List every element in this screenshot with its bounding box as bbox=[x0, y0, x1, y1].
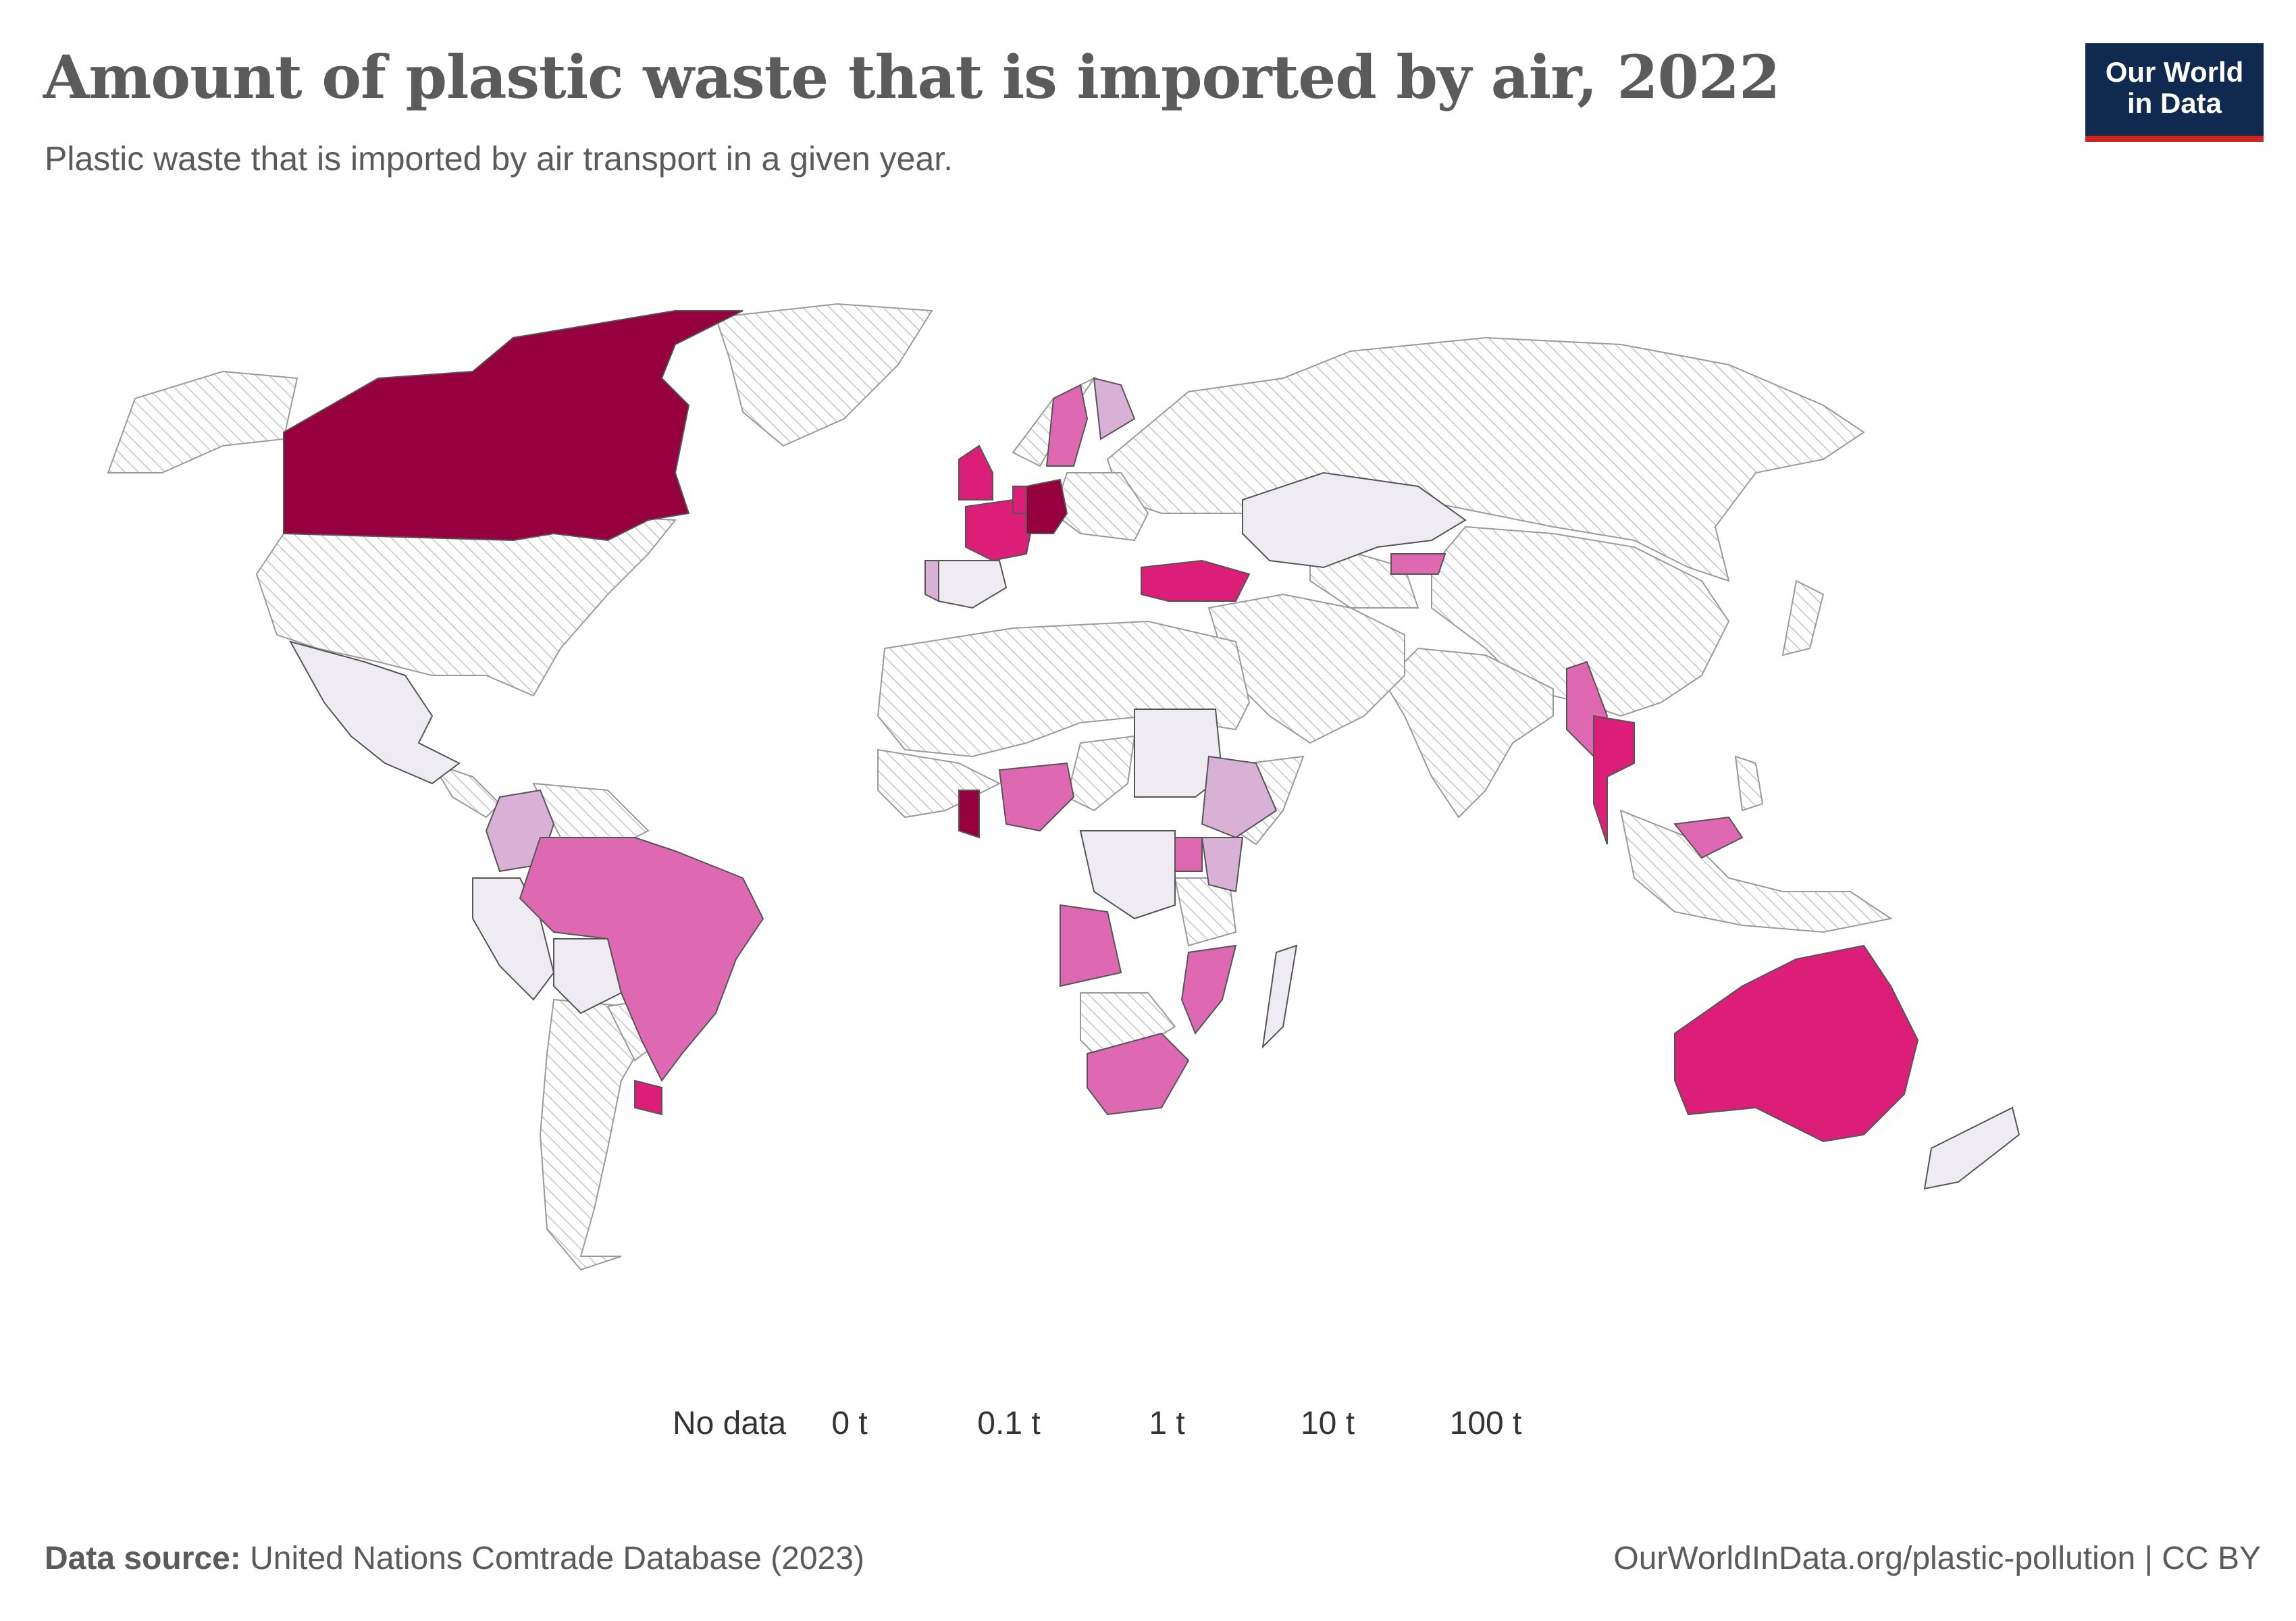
country-australia[interactable] bbox=[1674, 944, 1919, 1143]
country-canada[interactable] bbox=[283, 310, 743, 542]
country-malaysia[interactable] bbox=[1673, 816, 1744, 859]
owid-logo[interactable]: Our World in Data bbox=[2085, 43, 2264, 142]
logo-line-1: Our World bbox=[2105, 56, 2244, 88]
country-sweden[interactable] bbox=[1045, 384, 1089, 467]
country-alaska[interactable] bbox=[107, 370, 298, 473]
country-brazil[interactable] bbox=[519, 837, 764, 1082]
data-source: Data source: United Nations Comtrade Dat… bbox=[45, 1540, 864, 1577]
country-newzealand[interactable] bbox=[1923, 1106, 2020, 1190]
country-mexico[interactable] bbox=[288, 640, 461, 785]
legend-label-4: 100 t bbox=[1449, 1406, 1522, 1441]
country-mozambique[interactable] bbox=[1180, 944, 1237, 1035]
country-ghana[interactable] bbox=[958, 790, 980, 839]
country-nigeria[interactable] bbox=[998, 762, 1075, 832]
logo-line-2: in Data bbox=[2127, 87, 2222, 119]
legend-label-1: 0.1 t bbox=[977, 1406, 1041, 1441]
no-data-regions bbox=[107, 303, 1893, 1271]
country-central-america[interactable] bbox=[430, 762, 501, 819]
country-uganda[interactable] bbox=[1174, 837, 1203, 872]
legend-label-no-data: No data bbox=[672, 1406, 787, 1441]
country-uruguay[interactable] bbox=[634, 1079, 662, 1116]
country-finland[interactable] bbox=[1093, 377, 1136, 440]
country-portugal[interactable] bbox=[924, 560, 939, 602]
country-thailand[interactable] bbox=[1593, 715, 1635, 845]
country-drcongo[interactable] bbox=[1079, 830, 1176, 920]
chart-title: Amount of plastic waste that is imported… bbox=[43, 42, 1780, 112]
country-philippines[interactable] bbox=[1734, 755, 1764, 812]
country-southafrica[interactable] bbox=[1087, 1032, 1190, 1116]
country-kyrgyzstan[interactable] bbox=[1390, 553, 1446, 575]
country-bolivia[interactable] bbox=[553, 938, 623, 1014]
country-ethiopia[interactable] bbox=[1201, 755, 1278, 839]
country-netherlands[interactable] bbox=[1012, 486, 1027, 514]
chart-subtitle: Plastic waste that is imported by air tr… bbox=[45, 140, 954, 178]
country-turkey[interactable] bbox=[1141, 559, 1251, 602]
world-map[interactable] bbox=[0, 270, 2296, 1324]
country-middle-east[interactable] bbox=[1207, 593, 1405, 744]
source-url[interactable]: OurWorldInData.org/plastic-pollution | C… bbox=[1613, 1541, 2261, 1576]
country-angola[interactable] bbox=[1060, 904, 1122, 987]
legend-label-3: 10 t bbox=[1300, 1406, 1355, 1441]
country-uk[interactable] bbox=[958, 444, 993, 500]
data-source-text: United Nations Comtrade Database (2023) bbox=[240, 1541, 864, 1576]
country-spain[interactable] bbox=[938, 560, 1008, 609]
country-indonesia[interactable] bbox=[1619, 809, 1893, 933]
country-kenya[interactable] bbox=[1201, 837, 1244, 893]
country-greenland[interactable] bbox=[714, 303, 933, 447]
country-india[interactable] bbox=[1383, 647, 1554, 819]
data-source-label: Data source: bbox=[45, 1541, 241, 1576]
country-central-africa[interactable] bbox=[1066, 735, 1136, 812]
country-west-africa[interactable] bbox=[877, 748, 1001, 819]
country-madagascar[interactable] bbox=[1261, 944, 1298, 1049]
country-kazakhstan[interactable] bbox=[1242, 471, 1467, 569]
legend-label-0: 0 t bbox=[831, 1406, 868, 1441]
country-germany[interactable] bbox=[1026, 478, 1068, 534]
country-japan[interactable] bbox=[1781, 580, 1825, 657]
legend-label-2: 1 t bbox=[1149, 1406, 1185, 1441]
